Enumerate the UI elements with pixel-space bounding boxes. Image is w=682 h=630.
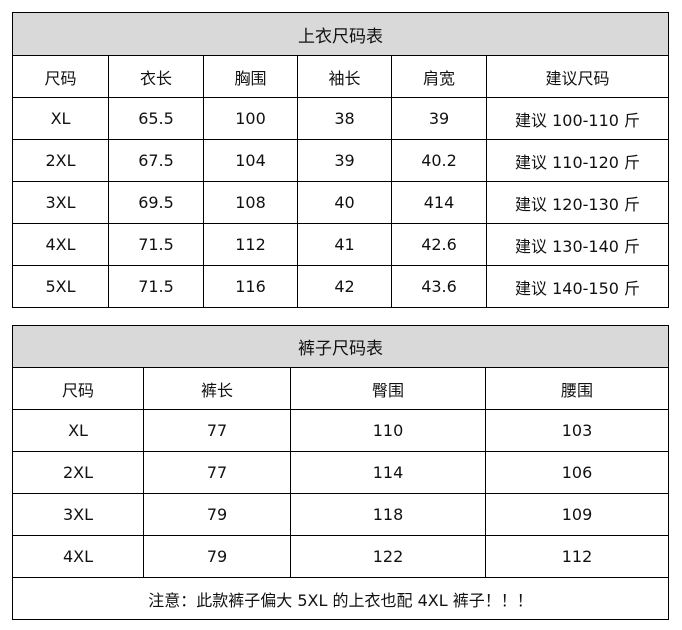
table-cell: 42 (297, 265, 392, 308)
table-row: 4XL 79 122 112 (12, 535, 669, 578)
header-cell: 袖长 (297, 55, 392, 98)
table-cell: 43.6 (391, 265, 487, 308)
table-header-row: 尺码 裤长 臀围 腰围 (12, 367, 669, 410)
table-cell: 104 (203, 139, 298, 182)
table-cell: 112 (485, 535, 669, 578)
table-cell: 109 (485, 493, 669, 536)
table-cell: 77 (143, 409, 291, 452)
table-cell: 38 (297, 97, 392, 140)
table-cell: 40.2 (391, 139, 487, 182)
table-cell: 3XL (12, 493, 144, 536)
table-cell: 建议 110-120 斤 (485, 139, 670, 182)
table-header-row: 尺码 衣长 胸围 袖长 肩宽 建议尺码 (12, 55, 670, 98)
header-cell: 裤长 (143, 367, 291, 410)
table-row: XL 77 110 103 (12, 409, 669, 452)
table-row: 3XL 69.5 108 40 414 建议 120-130 斤 (12, 181, 670, 224)
table-cell: 79 (143, 493, 291, 536)
table-cell: 118 (290, 493, 486, 536)
table-cell: 2XL (12, 451, 144, 494)
table-cell: 39 (297, 139, 392, 182)
header-cell: 胸围 (203, 55, 298, 98)
top-size-table: 上衣尺码表 尺码 衣长 胸围 袖长 肩宽 建议尺码 XL 65.5 100 38 39 建… (11, 12, 670, 308)
table-cell: 103 (485, 409, 669, 452)
table-row: 5XL 71.5 116 42 43.6 建议 140-150 斤 (12, 265, 670, 308)
table-cell: 建议 130-140 斤 (485, 223, 670, 266)
table-row: 4XL 71.5 112 41 42.6 建议 130-140 斤 (12, 223, 670, 266)
table-cell: 116 (203, 265, 298, 308)
table-cell: 71.5 (108, 223, 204, 266)
header-cell: 尺码 (12, 367, 144, 410)
table-cell: 40 (297, 181, 392, 224)
table-cell: 71.5 (108, 265, 204, 308)
table-row: 3XL 79 118 109 (12, 493, 669, 536)
table-cell: 67.5 (108, 139, 204, 182)
header-cell: 衣长 (108, 55, 204, 98)
table-cell: 100 (203, 97, 298, 140)
table-cell: 69.5 (108, 181, 204, 224)
pants-table-title: 裤子尺码表 (12, 325, 669, 368)
table-cell: 2XL (12, 139, 109, 182)
table-cell: XL (12, 409, 144, 452)
table-cell: 4XL (12, 223, 109, 266)
table-cell: 建议 120-130 斤 (485, 181, 670, 224)
table-row: XL 65.5 100 38 39 建议 100-110 斤 (12, 97, 670, 140)
table-cell: 5XL (12, 265, 109, 308)
table-cell: 110 (290, 409, 486, 452)
table-cell: 414 (391, 181, 487, 224)
table-cell: 122 (290, 535, 486, 578)
table-cell: 106 (485, 451, 669, 494)
table-cell: 建议 100-110 斤 (485, 97, 670, 140)
table-cell: 42.6 (391, 223, 487, 266)
top-table-title: 上衣尺码表 (11, 12, 670, 56)
table-cell: 41 (297, 223, 392, 266)
header-cell: 肩宽 (391, 55, 487, 98)
table-cell: 4XL (12, 535, 144, 578)
header-cell: 尺码 (12, 55, 109, 98)
table-row: 2XL 77 114 106 (12, 451, 669, 494)
header-cell: 建议尺码 (485, 55, 670, 98)
table-cell: 108 (203, 181, 298, 224)
table-cell: 114 (290, 451, 486, 494)
table-cell: 39 (391, 97, 487, 140)
table-cell: 77 (143, 451, 291, 494)
header-cell: 臀围 (290, 367, 486, 410)
table-cell: 建议 140-150 斤 (485, 265, 670, 308)
header-cell: 腰围 (485, 367, 669, 410)
size-note: 注意：此款裤子偏大 5XL 的上衣也配 4XL 裤子！！！ (12, 577, 669, 620)
table-cell: XL (12, 97, 109, 140)
table-row: 2XL 67.5 104 39 40.2 建议 110-120 斤 (12, 139, 670, 182)
table-cell: 3XL (12, 181, 109, 224)
table-cell: 79 (143, 535, 291, 578)
table-cell: 65.5 (108, 97, 204, 140)
pants-size-table: 裤子尺码表 尺码 裤长 臀围 腰围 XL 77 110 103 2XL 77 114 106 3… (12, 325, 669, 620)
table-cell: 112 (203, 223, 298, 266)
